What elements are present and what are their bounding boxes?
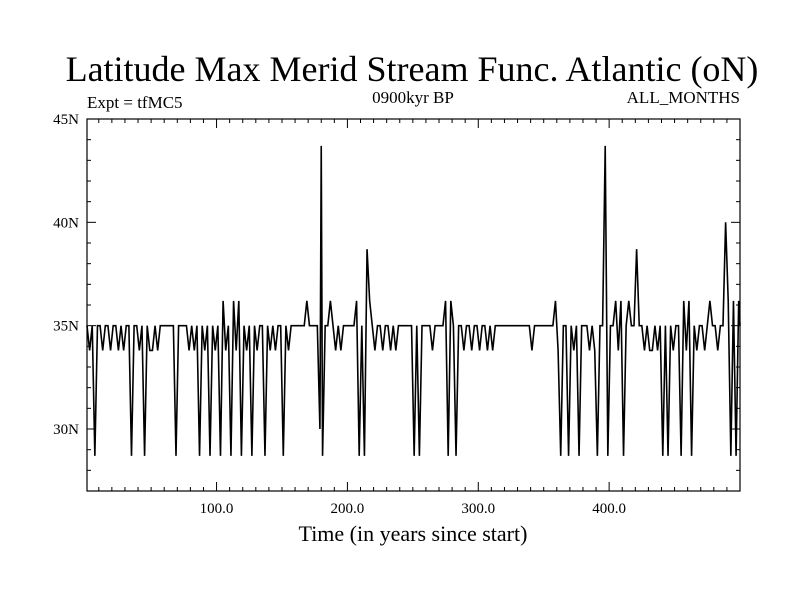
- series-line: [86, 145, 741, 456]
- x-tick-label: 100.0: [200, 501, 234, 517]
- subtitle-left: Expt = tfMC5: [87, 93, 183, 112]
- x-tick-label: 300.0: [461, 501, 495, 517]
- y-tick-label: 45N: [53, 112, 79, 128]
- y-tick-label: 30N: [53, 422, 79, 438]
- x-tick-label: 400.0: [592, 501, 626, 517]
- x-axis: 100.0 200.0 300.0 400.0: [98, 119, 728, 517]
- subtitle-right: ALL_MONTHS: [627, 88, 740, 107]
- y-tick-label: 35N: [53, 319, 79, 335]
- chart-title: Latitude Max Merid Stream Func. Atlantic…: [66, 49, 759, 89]
- y-axis: 30N 35N 40N 45N: [53, 112, 740, 471]
- subtitle-center: 0900kyr BP: [372, 88, 454, 107]
- x-axis-label: Time (in years since start): [299, 521, 528, 546]
- x-tick-label: 200.0: [331, 501, 365, 517]
- y-tick-label: 40N: [53, 215, 79, 231]
